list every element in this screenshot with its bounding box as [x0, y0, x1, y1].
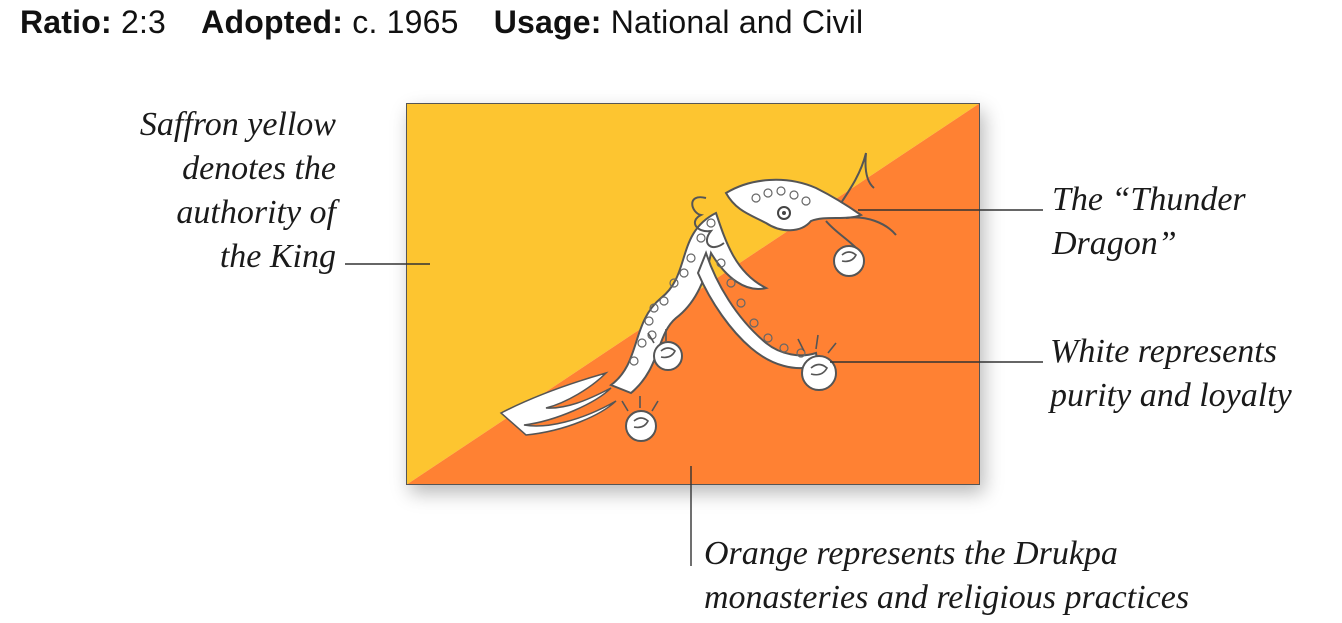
- annotation-line: the King: [219, 238, 336, 275]
- annotation-line: authority of: [176, 194, 336, 231]
- annotation-line: White represents: [1050, 333, 1277, 370]
- usage-label: Usage:: [493, 4, 602, 40]
- annotation-white: White represents purity and loyalty: [1050, 330, 1292, 418]
- annotation-line: denotes the: [182, 150, 336, 187]
- adopted-label: Adopted:: [201, 4, 344, 40]
- annotation-line: purity and loyalty: [1050, 377, 1292, 414]
- annotation-line: Dragon”: [1052, 225, 1177, 262]
- flag-graphic: [406, 103, 980, 485]
- ratio-label: Ratio:: [20, 4, 112, 40]
- annotation-saffron-yellow: Saffron yellow denotes the authority of …: [140, 103, 336, 279]
- annotation-orange: Orange represents the Drukpa monasteries…: [704, 532, 1189, 620]
- flag-facts-header: Ratio: 2:3 Adopted: c. 1965 Usage: Natio…: [20, 4, 863, 41]
- annotation-thunder-dragon: The “Thunder Dragon”: [1052, 178, 1246, 266]
- adopted-value: c. 1965: [352, 4, 459, 40]
- usage-value: National and Civil: [610, 4, 864, 40]
- ratio-value: 2:3: [120, 4, 167, 40]
- annotation-line: Saffron yellow: [139, 106, 336, 143]
- annotation-line: Orange represents the Drukpa: [704, 535, 1118, 572]
- flag-outline: [406, 103, 980, 485]
- thunder-dragon-emblem: [499, 152, 897, 442]
- annotation-line: The “Thunder: [1052, 181, 1246, 218]
- annotation-line: monasteries and religious practices: [704, 579, 1190, 616]
- bhutan-flag: [406, 103, 980, 485]
